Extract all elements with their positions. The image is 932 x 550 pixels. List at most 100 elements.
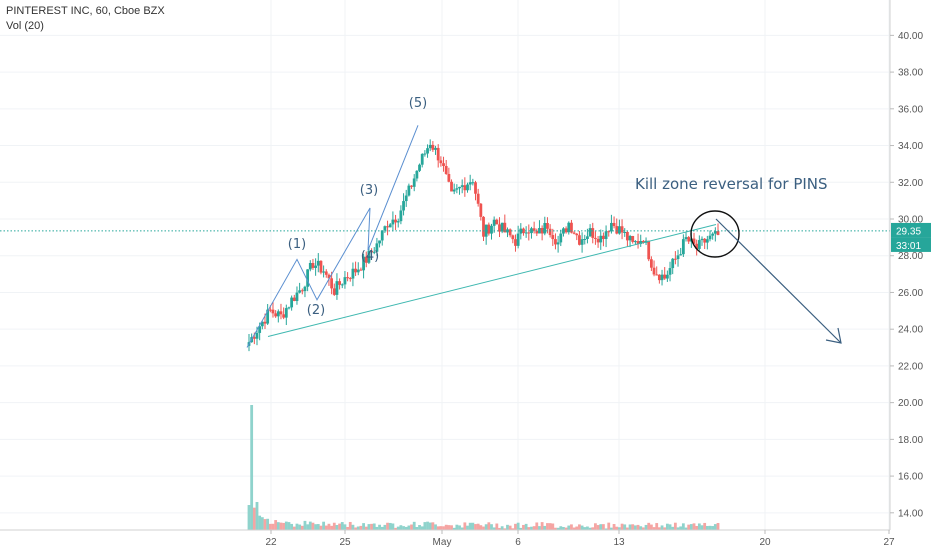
candle-body [482,216,485,237]
volume-bar [495,523,499,530]
candle-body [266,309,270,324]
volume-bar [311,522,315,530]
price-tick-label: 40.00 [898,31,923,42]
candle-body [255,332,259,339]
time-tick-label: 27 [883,537,895,548]
candle-body [487,224,491,234]
time-tick-label: May [433,537,452,548]
candle-body [372,251,376,253]
volume-bar [490,524,493,530]
kill-zone-circle [690,210,740,258]
price-tick-label: 24.00 [898,325,923,336]
volume-bar [458,525,461,530]
candle-body [378,240,381,244]
candle-body [540,228,544,234]
volume-bar [639,526,643,530]
candle-body [471,182,475,184]
volume-bar [338,523,342,530]
candle-body [407,185,411,196]
volume-bar [466,525,469,530]
candle-body [292,297,296,301]
drawings[interactable]: (1) (2) (3) (4) (5) Kill zone reversal for PI… [0,96,890,348]
volume-bar [570,524,573,530]
volume-bar [319,525,323,530]
volume-bar [602,524,605,530]
candle-body [314,265,318,268]
volume-bar [673,522,677,530]
candle-body [428,144,432,149]
candle-body [500,222,504,232]
volume-bar [386,522,389,530]
candle-body [697,240,701,249]
candle-body [404,195,408,202]
candle-body [426,148,429,154]
price-tick-label: 26.00 [898,288,923,299]
candle-body [484,224,488,237]
candle-body [295,292,299,301]
candle-body [591,228,595,238]
candle-body [332,288,336,295]
volume-bar [407,525,411,530]
candle-body [410,185,413,187]
symbol-title[interactable]: PINTEREST INC, 60, Cboe BZX [6,5,165,17]
volume-bar [348,521,352,530]
candle-body [623,231,627,233]
candle-body [559,233,563,243]
candle-body [311,263,315,268]
candle-body [476,193,480,204]
candle-body [647,240,651,260]
volume-indicator-label[interactable]: Vol (20) [6,20,44,32]
price-tick-label: 36.00 [898,104,923,115]
volume-bar [340,522,344,530]
time-axis[interactable]: 22 25 May 6 13 20 27 [0,529,895,548]
annotation-text: Kill zone reversal for PINS [635,175,828,193]
candle-body [711,233,715,236]
volume-bar [268,523,272,530]
candle-body [388,224,392,228]
volume-bar [703,522,707,530]
volume-bar [463,522,467,530]
volume-bar [543,525,547,530]
elliott-wave-line [246,125,419,348]
candle-body [260,321,264,327]
candle-body [684,237,688,240]
candle-body [612,222,616,227]
candle-body [564,228,568,233]
volume-bar [591,527,595,530]
volume-bar [716,523,720,530]
volume-bar [258,515,262,530]
candle-body [655,274,659,276]
volume-bar [578,524,581,530]
volume-bar [500,526,504,530]
volume-bar [479,525,483,530]
candle-body [300,290,304,292]
candle-body [282,314,286,318]
volume-bar [665,523,669,530]
volume-bar [276,522,280,530]
volume-bar [380,526,384,530]
projection-arrow-line [715,218,842,344]
candles [247,139,720,352]
price-axis[interactable]: 14.00 16.00 18.00 20.00 22.00 24.00 26.00 28.00… [889,0,931,530]
candle-body [713,231,717,234]
price-tick-label: 34.00 [898,141,923,152]
volume-bar [450,525,453,530]
volume-bar [255,502,259,530]
volume-bar [476,523,480,530]
price-tick-label: 20.00 [898,398,923,409]
volume-bar [562,526,565,530]
candle-body [554,239,557,245]
candle-body [562,228,565,234]
candle-body [681,239,685,255]
trend-line [267,224,717,338]
candle-body [391,219,395,225]
candle-body [490,225,493,234]
price-tick-label: 22.00 [898,361,923,372]
candle-body [548,228,552,236]
volume-bar [410,524,413,530]
volume-bar [308,521,312,530]
volume-bar [546,523,549,530]
volume-bar [631,524,635,530]
volume-bar [588,527,592,530]
